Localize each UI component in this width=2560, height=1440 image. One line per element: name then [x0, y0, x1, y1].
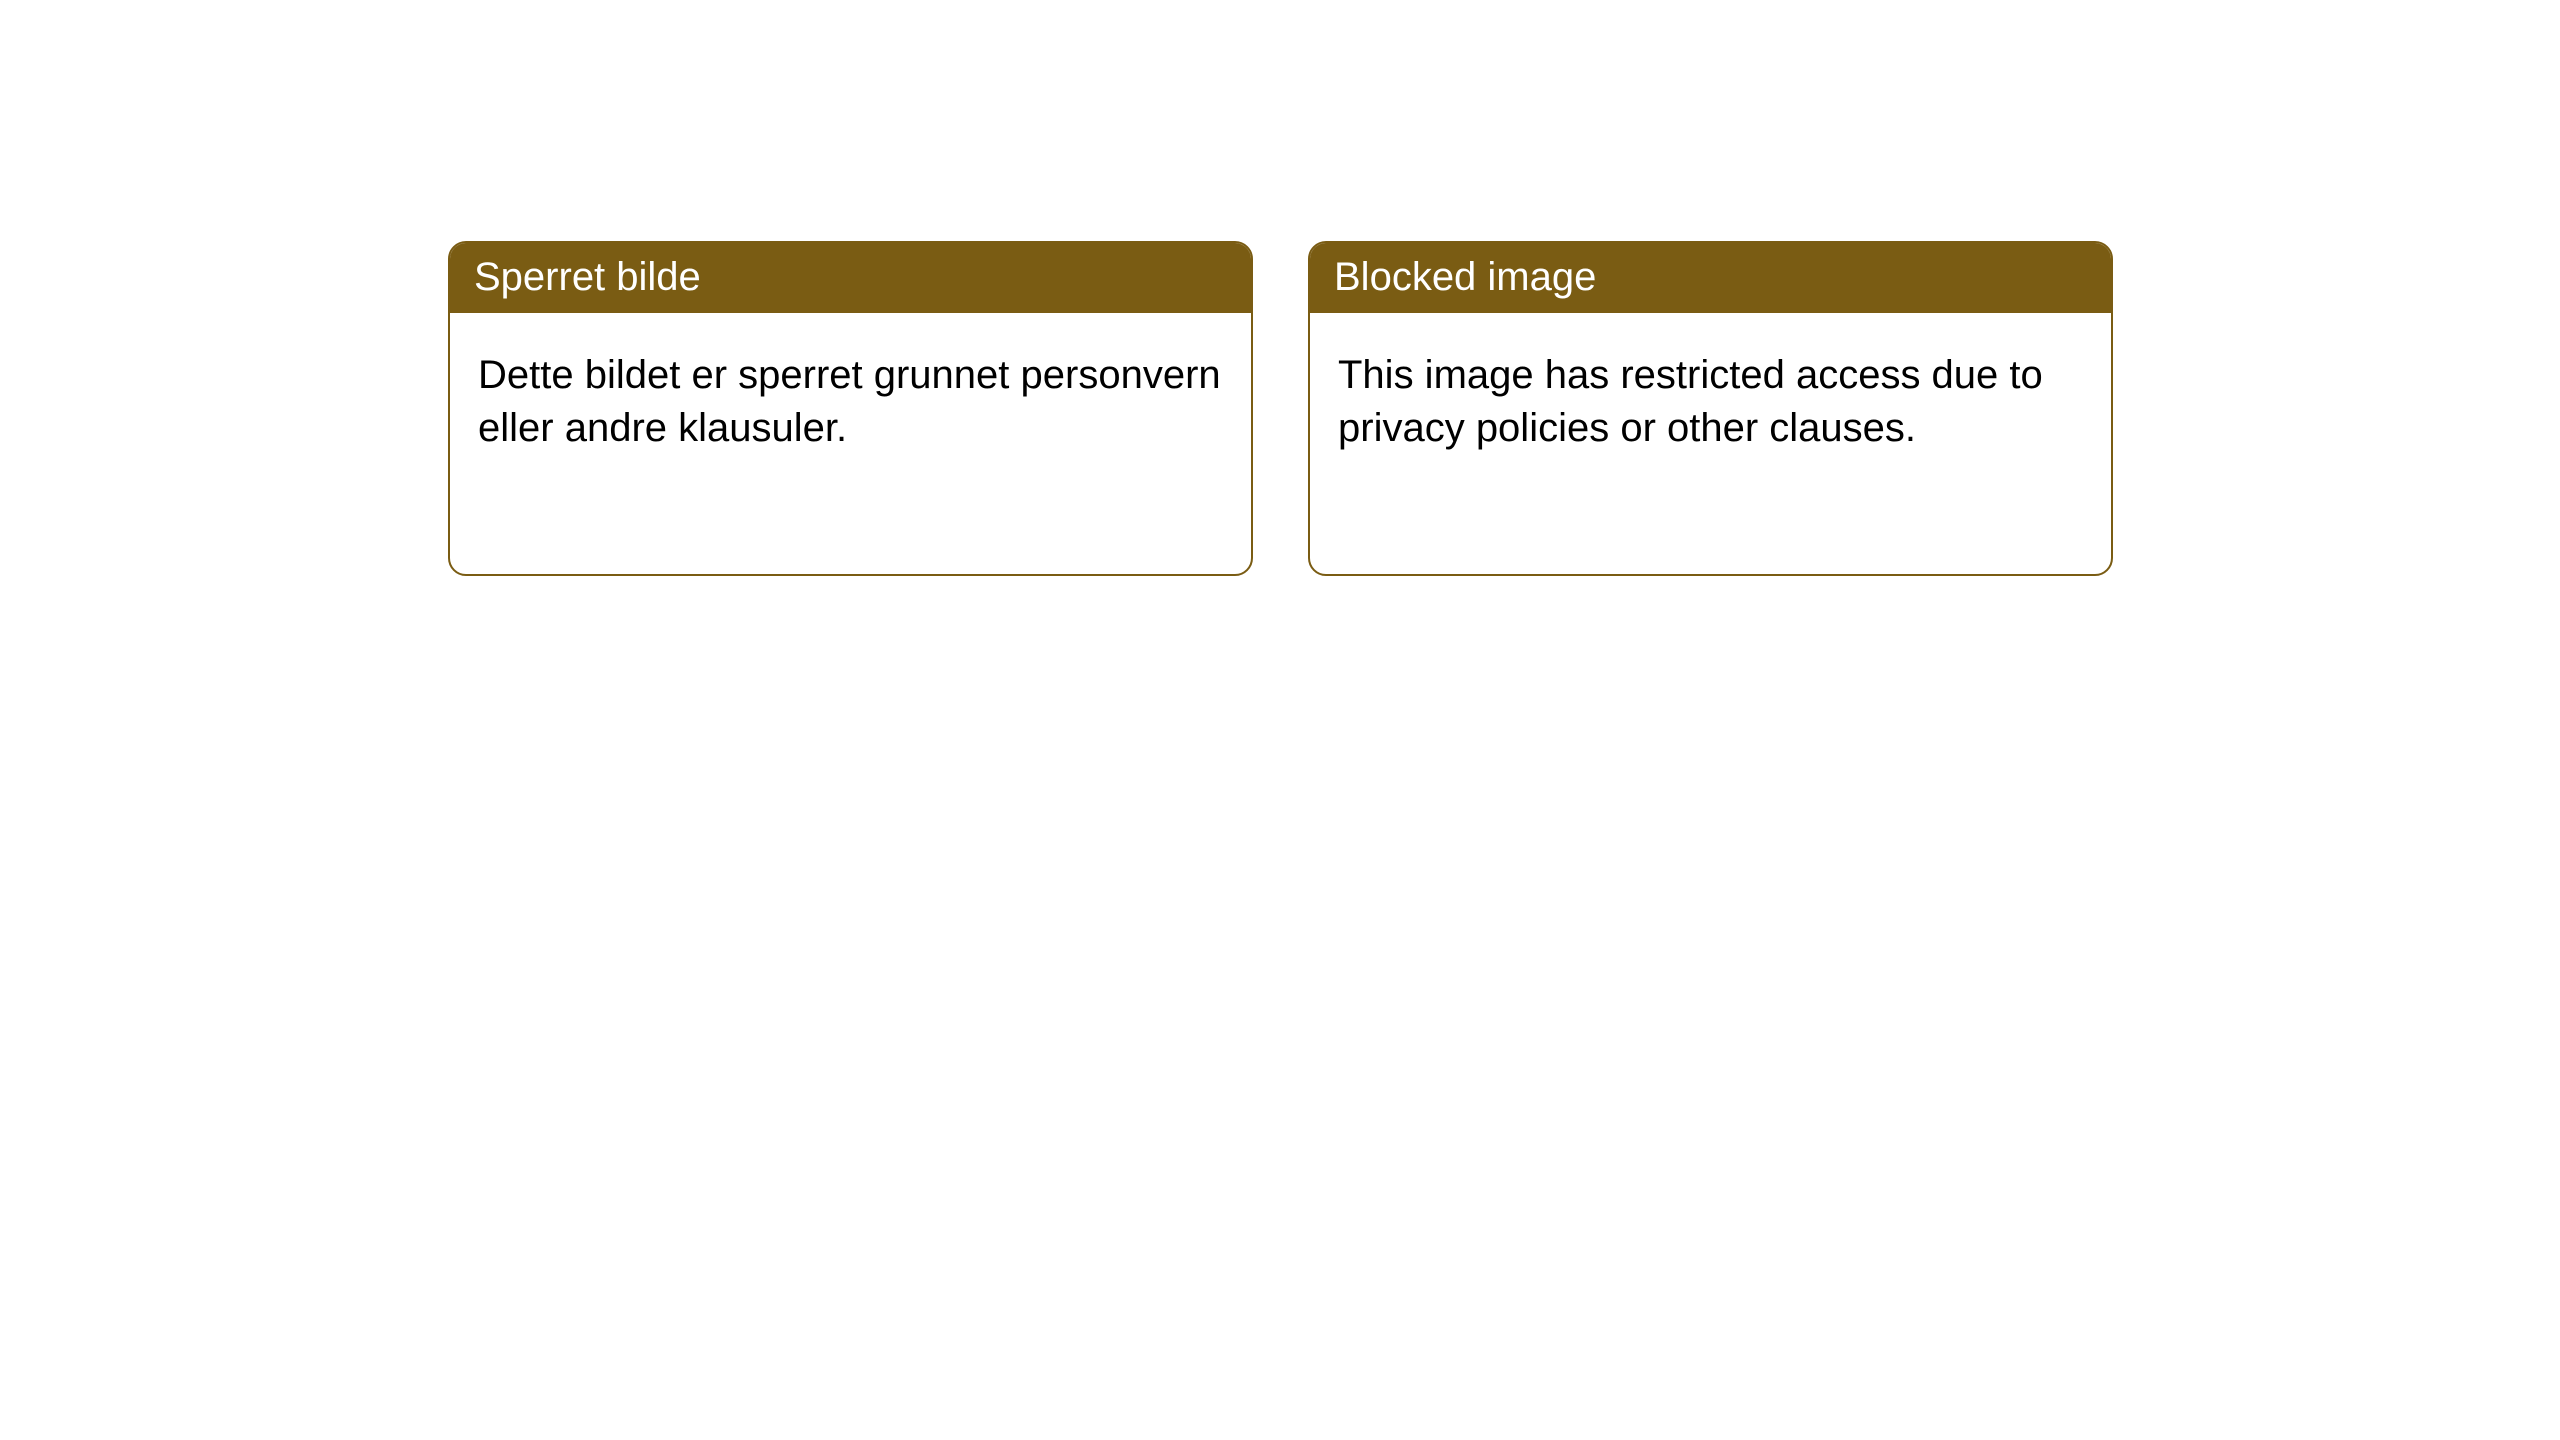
notice-card-title: Blocked image [1310, 243, 2111, 313]
notice-card-body: This image has restricted access due to … [1310, 313, 2111, 491]
notice-card-norwegian: Sperret bilde Dette bildet er sperret gr… [448, 241, 1253, 576]
notice-card-title: Sperret bilde [450, 243, 1251, 313]
notice-card-body: Dette bildet er sperret grunnet personve… [450, 313, 1251, 491]
notice-cards-row: Sperret bilde Dette bildet er sperret gr… [0, 0, 2560, 576]
notice-card-english: Blocked image This image has restricted … [1308, 241, 2113, 576]
